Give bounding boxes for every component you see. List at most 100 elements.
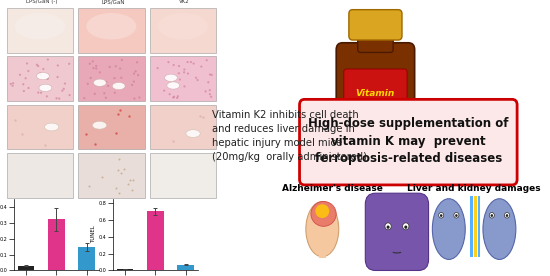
Bar <box>7 153 74 198</box>
Bar <box>79 105 145 150</box>
Point <box>129 79 138 84</box>
Ellipse shape <box>314 243 331 256</box>
Point <box>86 76 95 80</box>
Point <box>119 167 128 172</box>
Point <box>174 71 183 75</box>
Y-axis label: TUNEL: TUNEL <box>91 226 96 243</box>
Point <box>131 69 140 73</box>
Point <box>206 92 214 96</box>
Point <box>8 84 17 88</box>
Point <box>41 143 50 147</box>
Bar <box>474 196 477 257</box>
Ellipse shape <box>491 214 493 217</box>
Point <box>189 61 198 66</box>
Point <box>174 94 183 99</box>
Ellipse shape <box>15 13 65 39</box>
Point <box>175 77 184 82</box>
Point <box>207 95 216 99</box>
Point <box>183 60 192 64</box>
Point <box>205 88 214 92</box>
Point <box>53 75 62 79</box>
Point <box>173 96 182 100</box>
Point <box>15 73 24 77</box>
Point <box>180 67 189 72</box>
Ellipse shape <box>186 130 200 137</box>
Point <box>129 177 138 182</box>
Point <box>42 94 51 99</box>
Point <box>113 168 122 172</box>
FancyBboxPatch shape <box>344 69 407 119</box>
Bar <box>150 153 217 198</box>
Point <box>60 81 69 86</box>
FancyBboxPatch shape <box>365 193 428 270</box>
Point <box>55 96 64 101</box>
Point <box>58 89 67 93</box>
Ellipse shape <box>385 223 391 230</box>
Point <box>43 77 52 81</box>
Point <box>113 112 122 116</box>
Point <box>201 89 210 94</box>
Point <box>184 71 192 76</box>
Point <box>65 62 74 66</box>
Bar <box>79 56 145 101</box>
Point <box>9 81 18 85</box>
Ellipse shape <box>311 201 336 226</box>
Ellipse shape <box>315 204 329 218</box>
Ellipse shape <box>158 13 208 39</box>
Bar <box>7 56 74 101</box>
FancyBboxPatch shape <box>300 99 517 185</box>
Bar <box>7 8 74 53</box>
Ellipse shape <box>167 82 180 89</box>
Bar <box>147 211 164 270</box>
Bar <box>150 56 217 101</box>
Ellipse shape <box>45 123 59 131</box>
Ellipse shape <box>440 214 442 217</box>
Point <box>206 72 214 77</box>
Point <box>43 76 52 81</box>
Ellipse shape <box>455 214 458 217</box>
Ellipse shape <box>432 199 465 259</box>
Bar <box>48 219 65 270</box>
Text: Vitamin K2 inhibits cell death
and reduces liver damage in
hepatic injury model : Vitamin K2 inhibits cell death and reduc… <box>212 110 367 162</box>
Point <box>82 132 91 136</box>
Point <box>92 67 101 71</box>
Point <box>92 64 101 68</box>
Point <box>111 131 120 135</box>
Ellipse shape <box>403 223 409 230</box>
Ellipse shape <box>366 144 399 159</box>
Point <box>133 60 141 65</box>
Ellipse shape <box>336 139 369 154</box>
Text: Liver and kidney damages: Liver and kidney damages <box>408 184 541 193</box>
Point <box>153 66 162 70</box>
Point <box>115 191 124 195</box>
Point <box>195 114 204 118</box>
Point <box>34 90 43 95</box>
Point <box>112 64 120 68</box>
Point <box>32 63 41 67</box>
Ellipse shape <box>39 84 52 91</box>
Point <box>180 70 189 75</box>
Bar <box>79 153 145 198</box>
Point <box>199 115 207 119</box>
Ellipse shape <box>164 74 177 81</box>
Point <box>174 64 183 68</box>
Bar <box>470 196 473 257</box>
Point <box>80 96 89 100</box>
Point <box>116 171 125 175</box>
Point <box>134 73 142 77</box>
Point <box>84 82 92 86</box>
Point <box>24 69 32 73</box>
Text: Alzheimer's disease: Alzheimer's disease <box>282 184 383 193</box>
Point <box>128 83 136 87</box>
Point <box>118 58 127 62</box>
Point <box>191 76 200 80</box>
Point <box>37 73 46 77</box>
Point <box>85 184 94 188</box>
Point <box>23 61 31 66</box>
Point <box>128 188 136 192</box>
Point <box>110 76 119 80</box>
Point <box>204 80 213 84</box>
Point <box>96 70 104 75</box>
Point <box>193 78 202 82</box>
Ellipse shape <box>94 79 106 86</box>
